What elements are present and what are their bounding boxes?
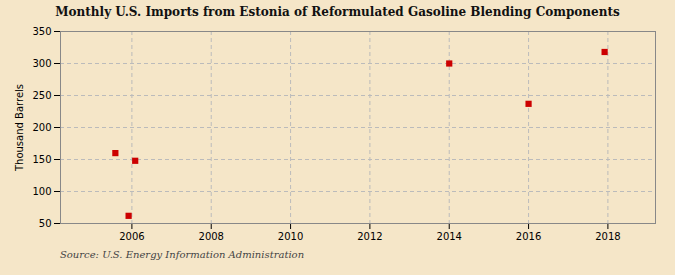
svg-text:200: 200 [32, 122, 51, 133]
svg-text:2006: 2006 [119, 231, 144, 242]
svg-text:100: 100 [32, 186, 51, 197]
html-text:Monthly U.S. Imports from Esto: Monthly U.S. Imports from Estonia of Ref… [55, 5, 620, 19]
svg-text:Thousand Barrels: Thousand Barrels [14, 84, 25, 172]
svg-text:250: 250 [32, 90, 51, 101]
svg-text:2016: 2016 [516, 231, 541, 242]
svg-text:350: 350 [32, 26, 51, 37]
html-text:Source: U.S. Energy Informatio: Source: U.S. Energy Information Administ… [60, 249, 305, 260]
svg-text:2010: 2010 [278, 231, 303, 242]
svg-text:2012: 2012 [357, 231, 382, 242]
svg-text:300: 300 [32, 58, 51, 69]
svg-text:2014: 2014 [437, 231, 462, 242]
svg-text:150: 150 [32, 154, 51, 165]
svg-text:2018: 2018 [595, 231, 620, 242]
svg-text:50: 50 [39, 218, 52, 229]
svg-text:2008: 2008 [199, 231, 224, 242]
